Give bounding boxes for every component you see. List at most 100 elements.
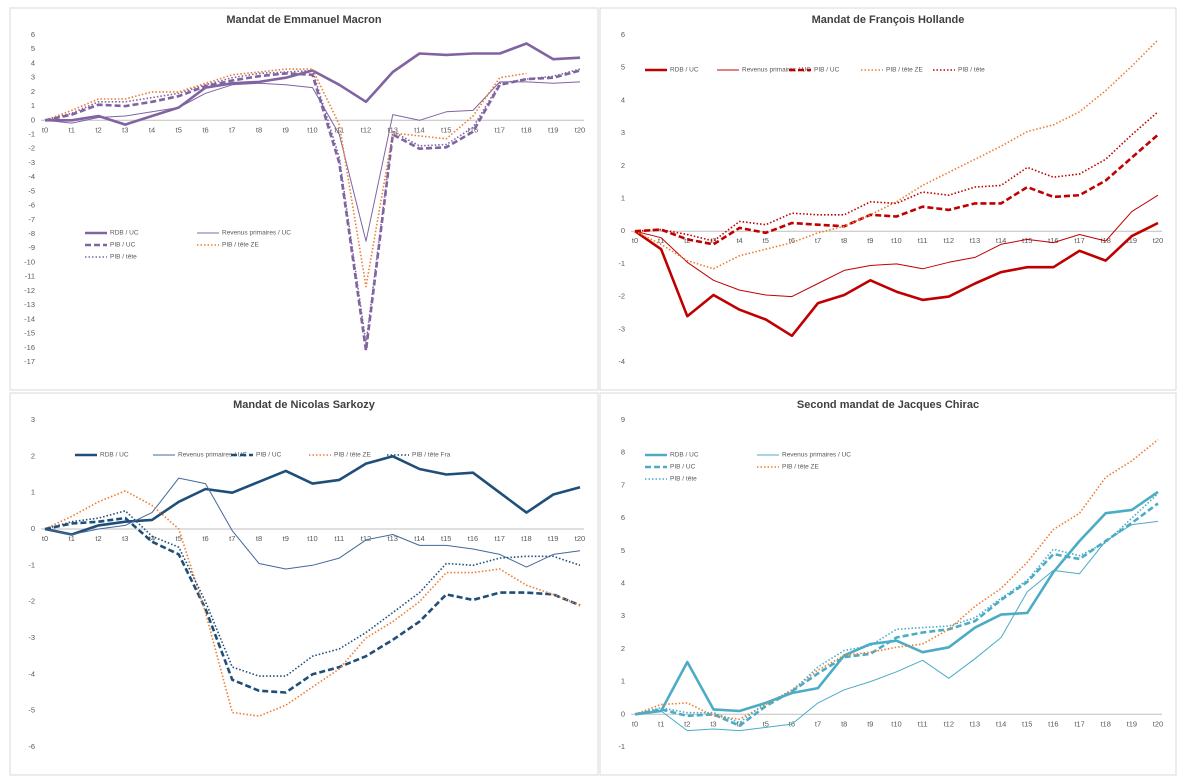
series-line: [44, 510, 581, 677]
x-tick-label: t11: [918, 236, 928, 245]
x-tick-label: t1: [69, 534, 75, 543]
x-tick-label: t7: [815, 719, 821, 728]
series-line: [44, 69, 581, 352]
y-tick-label: 3: [31, 415, 35, 424]
y-tick-label: -14: [24, 314, 35, 323]
chart-title: Mandat de Emmanuel Macron: [226, 14, 382, 26]
panel: [9, 392, 599, 776]
y-tick-label: 0: [31, 524, 35, 533]
y-tick-label: 6: [621, 30, 625, 39]
y-tick-label: -2: [28, 144, 35, 153]
x-tick-label: t19: [1127, 236, 1137, 245]
x-tick-label: t15: [441, 534, 451, 543]
x-tick-label: t20: [1153, 719, 1163, 728]
y-tick-label: 2: [621, 644, 625, 653]
legend-label: PIB / UC: [814, 67, 840, 74]
x-tick-label: t18: [521, 534, 531, 543]
y-tick-label: -1: [618, 259, 625, 268]
x-tick-label: t12: [361, 125, 371, 134]
x-tick-label: t11: [334, 534, 344, 543]
panel: [599, 7, 1177, 391]
x-tick-label: t5: [763, 719, 769, 728]
x-tick-label: t16: [1048, 719, 1058, 728]
x-tick-label: t10: [891, 236, 901, 245]
series-line: [44, 490, 581, 717]
x-tick-label: t0: [42, 125, 48, 134]
x-tick-label: t6: [202, 125, 208, 134]
y-tick-label: -5: [28, 706, 35, 715]
y-tick-label: 6: [31, 30, 35, 39]
series-line: [44, 68, 527, 288]
x-tick-label: t13: [388, 534, 398, 543]
x-tick-label: t2: [95, 125, 101, 134]
y-tick-label: -5: [28, 186, 35, 195]
legend-label: PIB / UC: [110, 242, 136, 249]
x-tick-label: t20: [1153, 236, 1163, 245]
y-tick-label: 0: [621, 226, 625, 235]
x-tick-label: t9: [867, 236, 873, 245]
y-tick-label: 3: [621, 611, 625, 620]
legend-label: Revenus primaires / UC: [742, 67, 811, 74]
x-tick-label: t9: [867, 719, 873, 728]
x-tick-label: t8: [256, 534, 262, 543]
x-tick-label: t13: [970, 236, 980, 245]
x-tick-label: t6: [789, 236, 795, 245]
legend-label: RDB / UC: [670, 452, 699, 459]
x-tick-label: t1: [658, 236, 664, 245]
x-tick-label: t14: [414, 534, 424, 543]
x-tick-label: t4: [736, 236, 742, 245]
x-tick-label: t12: [944, 719, 954, 728]
series-line: [44, 68, 581, 345]
y-tick-label: -8: [28, 229, 35, 238]
series-line: [634, 520, 1159, 732]
y-tick-label: 4: [31, 58, 35, 67]
legend-label: PIB / tête ZE: [334, 452, 372, 459]
x-tick-label: t0: [42, 534, 48, 543]
x-tick-label: t12: [944, 236, 954, 245]
y-tick-label: -6: [28, 742, 35, 751]
x-tick-label: t0: [632, 719, 638, 728]
legend-label: RDB / UC: [670, 67, 699, 74]
y-tick-label: 0: [31, 115, 35, 124]
x-tick-label: t0: [632, 236, 638, 245]
x-tick-label: t17: [495, 125, 505, 134]
x-tick-label: t10: [891, 719, 901, 728]
x-tick-label: t5: [176, 534, 182, 543]
x-tick-label: t15: [441, 125, 451, 134]
legend-label: PIB / tête ZE: [886, 67, 924, 74]
y-tick-label: -6: [28, 201, 35, 210]
legend-label: PIB / tête ZE: [222, 242, 260, 249]
y-tick-label: 4: [621, 578, 625, 587]
series-line: [44, 516, 581, 694]
x-tick-label: t16: [1048, 236, 1058, 245]
y-tick-label: 4: [621, 95, 625, 104]
series-line: [634, 502, 1159, 727]
y-tick-label: 5: [31, 44, 35, 53]
x-tick-label: t18: [1100, 719, 1110, 728]
x-tick-label: t3: [710, 719, 716, 728]
panel: [9, 7, 599, 391]
y-tick-label: 5: [621, 63, 625, 72]
panel: [599, 392, 1177, 776]
y-tick-label: -2: [618, 292, 625, 301]
x-tick-label: t13: [970, 719, 980, 728]
series-line: [44, 81, 581, 242]
x-tick-label: t17: [495, 534, 505, 543]
legend-label: Revenus primaires / UC: [178, 452, 247, 459]
x-tick-label: t15: [1022, 236, 1032, 245]
x-tick-label: t4: [736, 719, 742, 728]
y-tick-label: -9: [28, 243, 35, 252]
y-tick-label: -3: [618, 324, 625, 333]
series-line: [634, 438, 1159, 720]
y-tick-label: -4: [28, 669, 35, 678]
y-tick-label: 5: [621, 546, 625, 555]
legend-label: Revenus primaires / UC: [222, 230, 291, 237]
legend-label: PIB / tête: [958, 67, 985, 74]
x-tick-label: t16: [468, 125, 478, 134]
y-tick-label: -3: [28, 633, 35, 642]
x-tick-label: t10: [307, 534, 317, 543]
y-tick-label: -1: [28, 560, 35, 569]
x-tick-label: t11: [918, 719, 928, 728]
x-tick-label: t2: [684, 719, 690, 728]
